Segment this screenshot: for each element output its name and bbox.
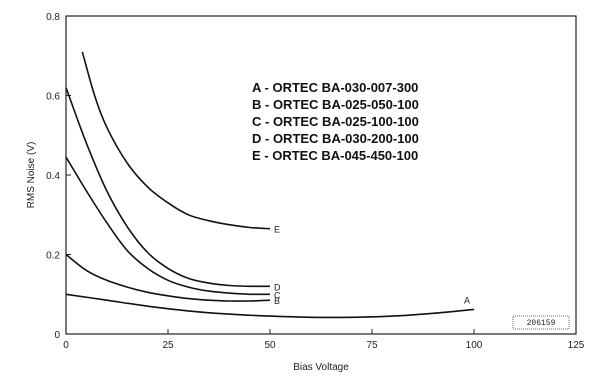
series-group — [65, 51, 475, 319]
x-axis-label: Bias Voltage — [293, 362, 349, 373]
x-tick-label: 100 — [466, 340, 483, 351]
legend: A - ORTEC BA-030-007-300 B - ORTEC BA-025… — [252, 80, 419, 163]
x-tick-label: 125 — [568, 340, 585, 351]
tick-group: 0 25 50 75 100 125 0 0.2 0.4 0.6 0.8 — [46, 12, 585, 351]
legend-entry: A - ORTEC BA-030-007-300 — [252, 80, 418, 95]
y-axis-label: RMS Noise (V) — [26, 142, 37, 209]
y-tick-label: 0.4 — [46, 171, 60, 182]
x-tick-label: 75 — [366, 340, 378, 351]
curve-label-a: A — [464, 295, 470, 305]
y-tick-label: 0.2 — [46, 251, 60, 262]
x-tick-label: 25 — [162, 340, 174, 351]
y-tick-label: 0 — [54, 330, 60, 341]
legend-entry: E - ORTEC BA-045-450-100 — [252, 148, 418, 163]
curve-label-b: B — [274, 296, 280, 306]
legend-entry: D - ORTEC BA-030-200-100 — [252, 131, 419, 146]
x-tick-label: 0 — [63, 340, 69, 351]
series-line-e — [81, 51, 271, 230]
series-line-c — [65, 156, 271, 296]
legend-entry: B - ORTEC BA-025-050-100 — [252, 97, 419, 112]
series-line-a — [65, 293, 475, 319]
y-tick-label: 0.6 — [46, 92, 60, 103]
y-tick-label: 0.8 — [46, 12, 60, 23]
series-line-b — [65, 253, 271, 302]
legend-entry: C - ORTEC BA-025-100-100 — [252, 114, 419, 129]
curve-label-group: A BCD E — [274, 225, 470, 307]
curve-label-c: C — [274, 290, 281, 300]
x-tick-label: 50 — [264, 340, 276, 351]
series-line-d — [65, 87, 271, 288]
annotation-code: 206159 — [527, 319, 556, 328]
annotation-box — [512, 315, 570, 330]
curve-label-e: E — [274, 225, 280, 235]
curve-label-d: D — [274, 282, 281, 292]
